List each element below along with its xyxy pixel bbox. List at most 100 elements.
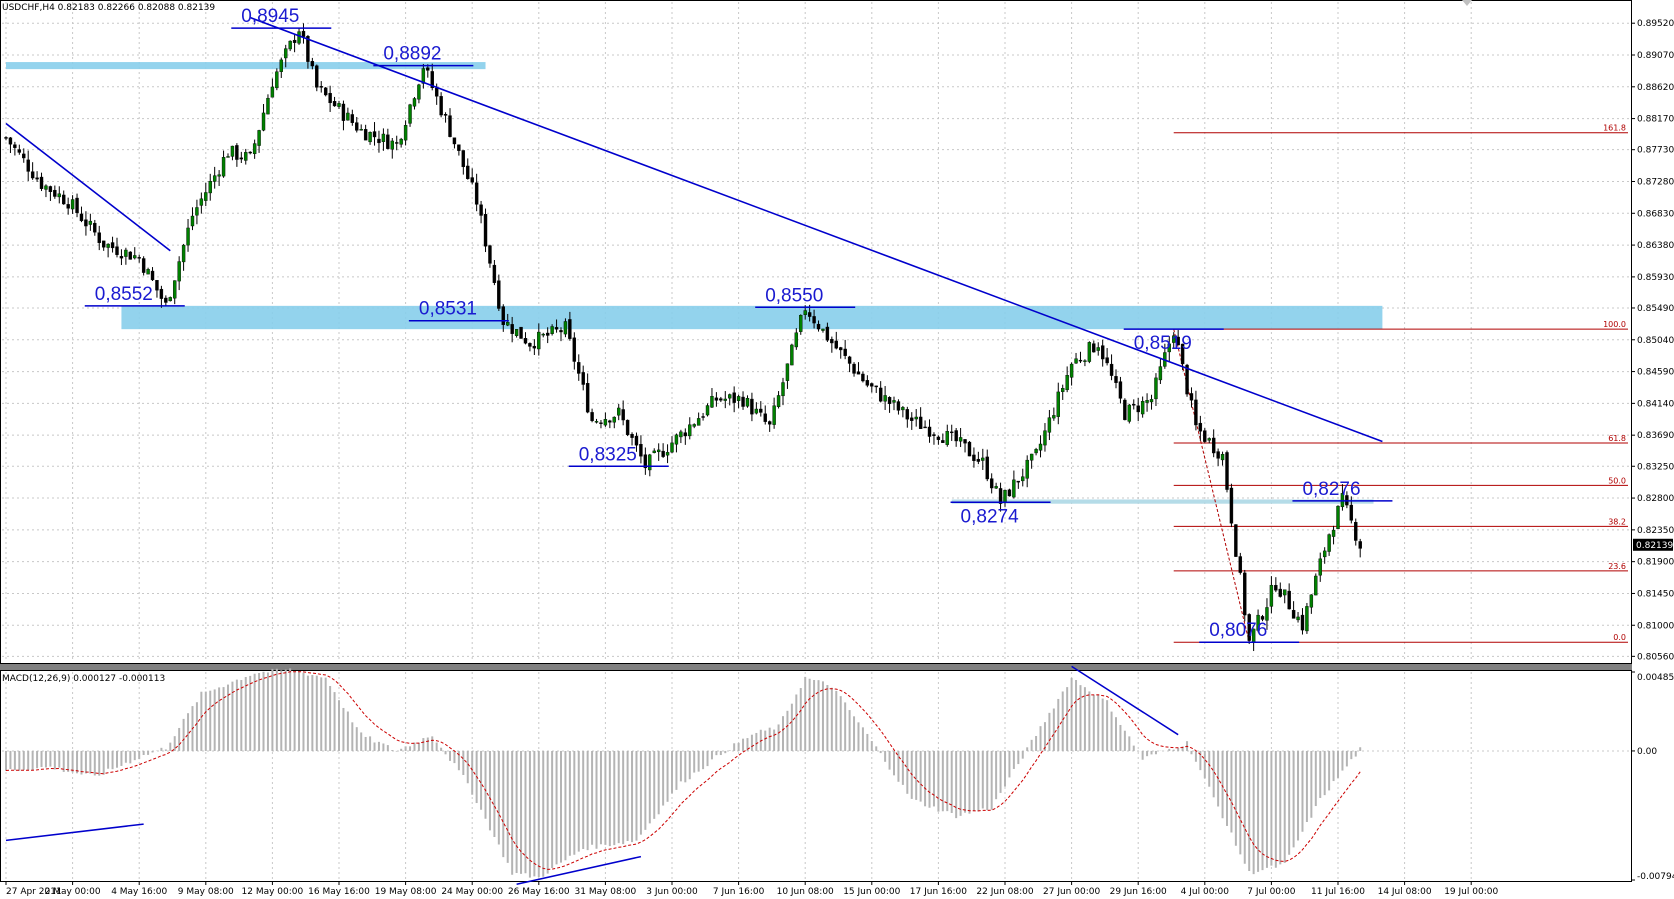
candle-body xyxy=(395,142,399,144)
candle-body xyxy=(741,396,745,407)
candle-body xyxy=(785,363,790,381)
candle-body xyxy=(79,213,84,222)
candle-body xyxy=(905,409,910,420)
candle-body xyxy=(1052,415,1056,419)
price-tick-label: 0.85930 xyxy=(1637,273,1674,283)
candle-body xyxy=(332,101,337,107)
candle-body xyxy=(683,432,688,437)
price-tick-label: 0.88170 xyxy=(1637,115,1674,125)
candle-body xyxy=(932,434,936,436)
candle-body xyxy=(1061,388,1065,392)
candle-body xyxy=(426,67,430,71)
candle-body xyxy=(1300,614,1305,631)
price-tick-label: 0.83250 xyxy=(1637,462,1674,472)
candle-body xyxy=(230,145,235,157)
price-axis[interactable]: 0.89520 0.89070 0.88620 0.88170 0.87730 0.872… xyxy=(1631,19,1674,662)
candle-body xyxy=(372,131,377,138)
time-tick-label: 22 Jun 08:00 xyxy=(976,887,1033,897)
price-tick-label: 0.89520 xyxy=(1637,19,1674,29)
candle-body xyxy=(186,227,190,246)
candle-body xyxy=(466,165,470,180)
main-frame xyxy=(0,0,1632,664)
candle-body xyxy=(1047,417,1052,433)
candle-body xyxy=(577,362,581,374)
price-tick-label: 0.85490 xyxy=(1637,304,1674,314)
candle-body xyxy=(133,255,137,259)
time-tick-label: 26 May 16:00 xyxy=(508,887,570,897)
candle-body xyxy=(1291,609,1296,619)
candle-body xyxy=(474,182,479,205)
time-tick-label: 29 Jun 16:00 xyxy=(1110,887,1167,897)
candle-body xyxy=(1078,359,1083,362)
scroll-marker-icon[interactable] xyxy=(1462,0,1472,6)
candle-body xyxy=(537,331,541,350)
candle-body xyxy=(1216,451,1220,459)
candle-body xyxy=(776,395,781,408)
level-label: 0,8519 xyxy=(1134,333,1192,354)
time-tick-label: 7 Jul 00:00 xyxy=(1247,887,1296,897)
price-zone xyxy=(121,305,1383,330)
candle-body xyxy=(292,39,297,43)
candle-body xyxy=(248,151,252,154)
candle-body xyxy=(945,431,949,445)
candle-body xyxy=(830,339,834,344)
candle-body xyxy=(545,332,550,336)
price-tick-label: 0.89070 xyxy=(1637,51,1674,61)
level-label: 0,8325 xyxy=(579,444,637,465)
candle-body xyxy=(1025,459,1029,479)
candle-body xyxy=(315,65,319,88)
candle-body xyxy=(497,280,501,309)
candle-body xyxy=(297,31,301,44)
candle-body xyxy=(377,138,381,144)
candle-body xyxy=(781,382,785,397)
macd-axis[interactable]: 0.004857 0.00 -0.00794 xyxy=(1631,671,1674,882)
candle-body xyxy=(585,383,590,413)
candle-body xyxy=(1034,449,1038,454)
macd-header: MACD(12,26,9) 0.000127 -0.000113 xyxy=(2,674,165,684)
candle-body xyxy=(408,104,412,124)
candle-body xyxy=(506,322,510,326)
candle-body xyxy=(244,152,248,161)
candle-body xyxy=(328,92,332,104)
candle-body xyxy=(1092,343,1096,353)
candle-body xyxy=(1176,336,1180,346)
fib-level-label: 100.0 xyxy=(1603,320,1626,329)
candle-body xyxy=(1105,357,1109,364)
candle-body xyxy=(843,348,847,356)
candle-body xyxy=(901,407,905,411)
candle-body xyxy=(1154,377,1158,400)
candle-body xyxy=(874,385,878,388)
candle-body xyxy=(17,149,22,153)
candle-body xyxy=(1331,529,1336,537)
candle-body xyxy=(514,329,519,336)
candle-body xyxy=(878,387,883,402)
candle-body xyxy=(568,319,572,339)
candle-body xyxy=(137,257,141,259)
candle-body xyxy=(989,478,994,489)
candle-body xyxy=(1158,366,1163,381)
candle-body xyxy=(443,114,448,116)
candle-body xyxy=(390,140,394,150)
pane-separator[interactable] xyxy=(0,664,1632,670)
candle-body xyxy=(341,103,346,121)
candle-body xyxy=(763,413,767,422)
candle-body xyxy=(799,315,803,332)
candle-body xyxy=(847,356,852,364)
candle-body xyxy=(1140,401,1145,415)
candle-body xyxy=(1220,454,1225,461)
macd-tick-label: 0.00 xyxy=(1637,747,1657,757)
level-label: 0,8892 xyxy=(383,44,441,65)
time-tick-label: 11 Jul 16:00 xyxy=(1311,887,1365,897)
macd-divergence-line xyxy=(516,855,642,885)
candle-body xyxy=(204,192,208,201)
candle-body xyxy=(661,450,665,457)
candle-body xyxy=(1043,430,1047,446)
candle-body xyxy=(44,185,48,190)
candle-body xyxy=(612,416,616,423)
candle-body xyxy=(1265,607,1269,621)
level-label: 0,8276 xyxy=(1302,479,1360,500)
candle-body xyxy=(195,207,199,216)
candle-body xyxy=(1007,489,1012,497)
